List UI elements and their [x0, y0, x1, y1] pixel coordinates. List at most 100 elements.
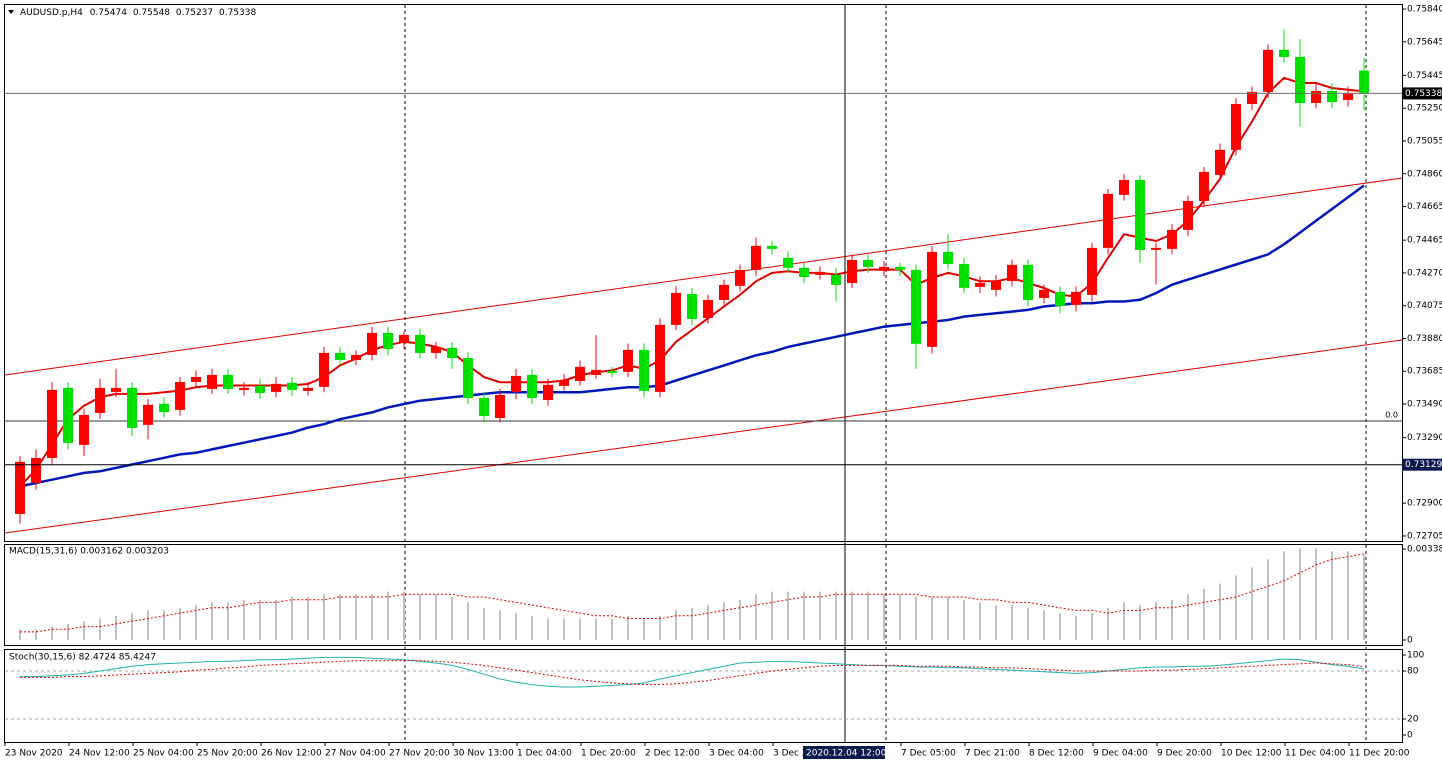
symbol-header: AUDUSD.p,H4 0.75474 0.75548 0.75237 0.75…: [20, 8, 256, 18]
candle-body: [703, 299, 713, 318]
candle-body: [1327, 90, 1337, 102]
y-tick-label: 0.72705: [1407, 531, 1442, 541]
macd-panel-frame: [4, 544, 1403, 646]
y-tick-label: 0.74270: [1407, 268, 1442, 278]
macd-bar: [947, 597, 949, 641]
candle-body: [271, 383, 281, 392]
price-label: 0.75338: [1405, 89, 1442, 99]
macd-bar: [771, 591, 773, 641]
macd-bar: [787, 591, 789, 641]
macd-bar: [739, 599, 741, 641]
macd-bar: [227, 602, 229, 641]
candle-body: [783, 257, 793, 268]
candle-body: [751, 245, 761, 270]
macd-bar: [819, 591, 821, 641]
macd-bar: [1027, 607, 1029, 641]
candle-body: [1023, 264, 1033, 300]
candle-body: [879, 266, 889, 271]
candle-body: [943, 251, 953, 265]
candle-body: [975, 283, 985, 287]
candle-body: [1087, 247, 1097, 295]
trend-line: [4, 339, 1403, 534]
x-tick-label: 3 Dec 2: [773, 749, 808, 759]
crosshair-label-box: [1402, 458, 1442, 471]
x-tick-label: 26 Nov 12:00: [261, 749, 322, 759]
macd-bar: [1299, 548, 1301, 641]
x-tick-label: 9 Dec 04:00: [1093, 749, 1148, 759]
y-tick-label: 0.003387: [1407, 545, 1442, 555]
macd-bar: [755, 594, 757, 641]
header-open: 0.75474: [90, 8, 127, 18]
macd-bar: [387, 591, 389, 641]
macd-bar: [931, 597, 933, 641]
candle-body: [1247, 91, 1257, 104]
macd-bar: [1187, 594, 1189, 641]
candle-body: [719, 284, 729, 300]
y-tick-label: 0.72900: [1407, 499, 1442, 509]
macd-bar: [307, 597, 309, 641]
macd-bar: [483, 607, 485, 641]
macd-bar: [1203, 588, 1205, 641]
y-tick-label: 0.73685: [1407, 367, 1442, 377]
candle-body: [223, 374, 233, 389]
candle-body: [799, 267, 809, 277]
menu-arrow[interactable]: [8, 10, 14, 14]
y-tick-label: 0.74665: [1407, 202, 1442, 212]
candle-body: [1167, 229, 1177, 249]
header-high: 0.75548: [133, 8, 170, 18]
candle-body: [1359, 70, 1369, 94]
candle-body: [959, 264, 969, 288]
macd-bar: [675, 610, 677, 641]
macd-bar: [579, 618, 581, 641]
macd-bar: [547, 618, 549, 641]
candle-body: [815, 271, 825, 275]
macd-bar: [531, 615, 533, 641]
macd-bar: [691, 607, 693, 641]
y-tick-label: 0.75445: [1407, 71, 1442, 81]
candle-body: [575, 366, 585, 381]
macd-bar: [835, 591, 837, 641]
y-tick-label: 0.73490: [1407, 400, 1442, 410]
macd-bar: [211, 602, 213, 641]
candle-body: [687, 293, 697, 319]
macd-bar: [1059, 613, 1061, 641]
y-tick-label: 100: [1407, 651, 1424, 661]
y-tick-label: 0.74860: [1407, 169, 1442, 179]
macd-bar: [899, 594, 901, 641]
candle-body: [191, 376, 201, 383]
candle-body: [527, 374, 537, 398]
candle-body: [383, 332, 393, 349]
macd-bar: [195, 605, 197, 641]
candle-body: [1295, 56, 1305, 103]
header-low: 0.75237: [176, 8, 213, 18]
macd-bar: [1283, 551, 1285, 641]
macd-bar: [435, 594, 437, 641]
macd-bar: [131, 613, 133, 641]
x-tick-label: 10 Dec 12:00: [1221, 749, 1282, 759]
candle-body: [47, 389, 57, 458]
macd-bar: [67, 623, 69, 641]
candle-body: [1263, 49, 1273, 92]
x-tick-label: 8 Dec 12:00: [1029, 749, 1084, 759]
x-tick-label: 11 Dec 20:00: [1349, 749, 1410, 759]
macd-bar: [163, 610, 165, 641]
macd-bar: [323, 594, 325, 641]
candle-body: [991, 280, 1001, 290]
decorations: [4, 5, 1403, 742]
x-tick-label: 23 Nov 2020: [5, 749, 63, 759]
trend-line: [4, 177, 1403, 376]
y-tick-label: 20: [1407, 715, 1419, 725]
macd-bar: [1011, 605, 1013, 641]
candle-body: [655, 324, 665, 392]
candle-body: [303, 387, 313, 391]
macd-bar: [1107, 607, 1109, 641]
candle-body: [399, 334, 409, 344]
candle-body: [735, 269, 745, 286]
macd-bar: [83, 621, 85, 641]
macd-bar: [275, 599, 277, 641]
fibo-label: 0.0: [1385, 410, 1398, 419]
candle-body: [367, 332, 377, 355]
y-tick-label: 80: [1407, 667, 1419, 677]
candle-body: [927, 251, 937, 347]
y-tick-label: 0.73290: [1407, 433, 1442, 443]
